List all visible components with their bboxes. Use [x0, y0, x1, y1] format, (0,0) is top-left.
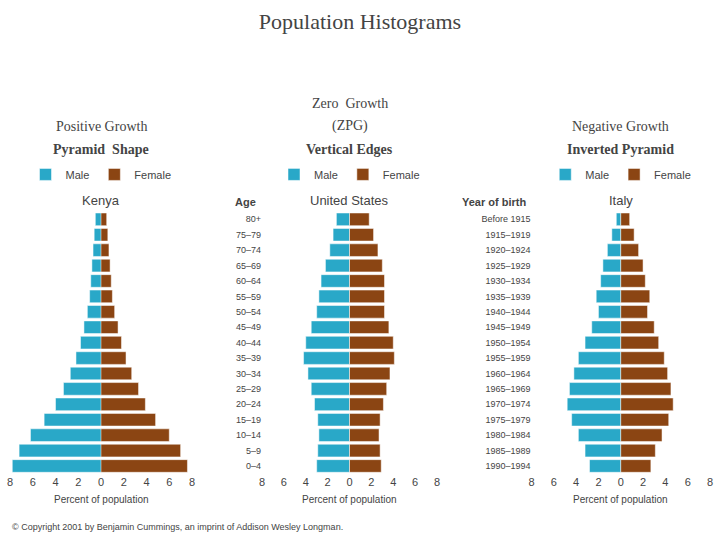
svg-text:Population Histograms: Population Histograms — [259, 9, 461, 34]
svg-text:6: 6 — [281, 476, 287, 488]
svg-text:Female: Female — [654, 169, 691, 181]
svg-text:2: 2 — [640, 476, 646, 488]
svg-text:8: 8 — [707, 476, 713, 488]
svg-text:80+: 80+ — [246, 214, 261, 224]
svg-text:Pyramid Shape: Pyramid Shape — [53, 142, 149, 157]
svg-text:1965–1969: 1965–1969 — [485, 384, 530, 394]
svg-text:0–4: 0–4 — [246, 461, 261, 471]
svg-text:4: 4 — [662, 476, 668, 488]
svg-text:70–74: 70–74 — [236, 245, 261, 255]
svg-text:Italy: Italy — [609, 193, 633, 208]
svg-text:1975–1979: 1975–1979 — [485, 415, 530, 425]
svg-text:10–14: 10–14 — [236, 430, 261, 440]
svg-text:Kenya: Kenya — [82, 193, 120, 208]
svg-text:Vertical Edges: Vertical Edges — [306, 142, 393, 157]
svg-text:1990–1994: 1990–1994 — [485, 461, 530, 471]
svg-text:1920–1924: 1920–1924 — [485, 245, 530, 255]
svg-text:2: 2 — [368, 476, 374, 488]
svg-text:6: 6 — [30, 476, 36, 488]
svg-text:4: 4 — [52, 476, 58, 488]
svg-text:25–29: 25–29 — [236, 384, 261, 394]
svg-text:Percent of population: Percent of population — [54, 494, 149, 505]
svg-text:4: 4 — [303, 476, 309, 488]
svg-text:Percent of population: Percent of population — [302, 494, 397, 505]
svg-text:2: 2 — [595, 476, 601, 488]
svg-text:Zero Growth: Zero Growth — [312, 96, 388, 111]
svg-text:1925–1929: 1925–1929 — [485, 261, 530, 271]
svg-text:United States: United States — [310, 193, 389, 208]
svg-text:1955–1959: 1955–1959 — [485, 353, 530, 363]
svg-text:60–64: 60–64 — [236, 276, 261, 286]
svg-text:45–49: 45–49 — [236, 322, 261, 332]
svg-text:(ZPG): (ZPG) — [332, 118, 368, 134]
svg-text:1980–1984: 1980–1984 — [485, 430, 530, 440]
svg-text:6: 6 — [412, 476, 418, 488]
svg-text:1960–1964: 1960–1964 — [485, 369, 530, 379]
svg-text:Inverted Pyramid: Inverted Pyramid — [567, 142, 674, 157]
svg-text:4: 4 — [573, 476, 579, 488]
svg-text:6: 6 — [551, 476, 557, 488]
svg-text:1945–1949: 1945–1949 — [485, 322, 530, 332]
svg-text:75–79: 75–79 — [236, 230, 261, 240]
svg-text:Male: Male — [66, 169, 90, 181]
svg-text:0: 0 — [618, 476, 624, 488]
svg-text:1985–1989: 1985–1989 — [485, 446, 530, 456]
svg-text:Negative Growth: Negative Growth — [572, 119, 669, 134]
svg-text:5–9: 5–9 — [246, 446, 261, 456]
svg-text:20–24: 20–24 — [236, 399, 261, 409]
svg-text:1970–1974: 1970–1974 — [485, 399, 530, 409]
svg-text:2: 2 — [121, 476, 127, 488]
svg-text:Percent of population: Percent of population — [573, 494, 668, 505]
svg-text:35–39: 35–39 — [236, 353, 261, 363]
svg-text:0: 0 — [98, 476, 104, 488]
svg-text:8: 8 — [434, 476, 440, 488]
svg-text:2: 2 — [75, 476, 81, 488]
svg-text:1915–1919: 1915–1919 — [485, 230, 530, 240]
svg-text:6: 6 — [685, 476, 691, 488]
svg-text:1950–1954: 1950–1954 — [485, 338, 530, 348]
svg-text:50–54: 50–54 — [236, 307, 261, 317]
svg-text:0: 0 — [346, 476, 352, 488]
svg-text:2: 2 — [325, 476, 331, 488]
svg-text:Female: Female — [134, 169, 171, 181]
svg-text:Male: Male — [585, 169, 609, 181]
svg-text:© Copyright 2001 by Benjamin C: © Copyright 2001 by Benjamin Cummings, a… — [12, 522, 343, 532]
svg-text:8: 8 — [7, 476, 13, 488]
svg-text:1930–1934: 1930–1934 — [485, 276, 530, 286]
svg-text:55–59: 55–59 — [236, 292, 261, 302]
svg-text:1940–1944: 1940–1944 — [485, 307, 530, 317]
svg-text:Before 1915: Before 1915 — [481, 214, 530, 224]
svg-text:30–34: 30–34 — [236, 369, 261, 379]
svg-text:1935–1939: 1935–1939 — [485, 292, 530, 302]
svg-text:Age: Age — [235, 196, 256, 208]
svg-text:8: 8 — [259, 476, 265, 488]
svg-text:6: 6 — [166, 476, 172, 488]
svg-text:4: 4 — [390, 476, 396, 488]
svg-text:65–69: 65–69 — [236, 261, 261, 271]
svg-text:8: 8 — [528, 476, 534, 488]
svg-text:4: 4 — [143, 476, 149, 488]
svg-text:15–19: 15–19 — [236, 415, 261, 425]
svg-text:Year of birth: Year of birth — [462, 196, 526, 208]
svg-text:Female: Female — [383, 169, 420, 181]
svg-text:40–44: 40–44 — [236, 338, 261, 348]
svg-text:Positive Growth: Positive Growth — [56, 119, 147, 134]
svg-text:Male: Male — [314, 169, 338, 181]
svg-text:8: 8 — [189, 476, 195, 488]
